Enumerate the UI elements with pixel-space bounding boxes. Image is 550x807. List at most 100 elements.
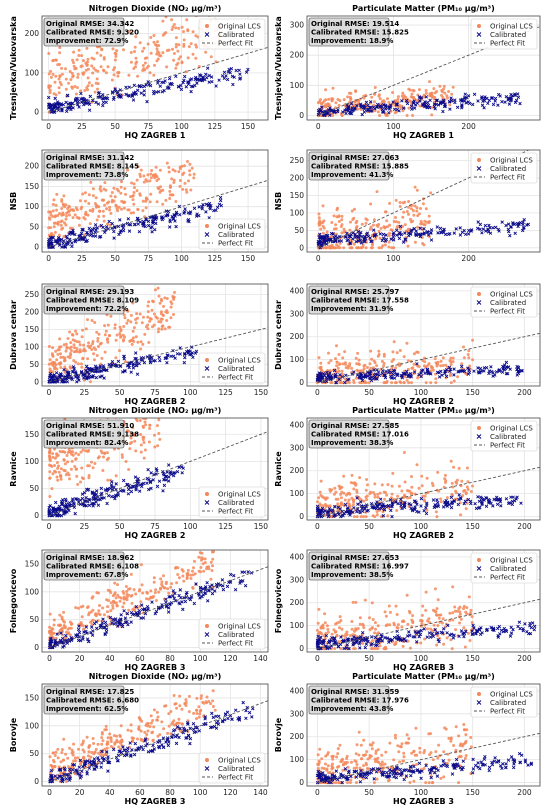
original-point — [119, 328, 123, 332]
original-point — [159, 54, 163, 58]
original-point — [101, 209, 105, 213]
original-point — [73, 85, 77, 88]
calibrated-point — [350, 109, 355, 113]
original-point — [132, 191, 136, 194]
original-point — [149, 317, 153, 321]
original-point — [352, 378, 356, 382]
calibrated-point — [125, 611, 130, 616]
calibrated-point — [59, 631, 63, 635]
original-point — [152, 580, 156, 584]
calibrated-point — [103, 620, 108, 625]
legend-box — [198, 18, 266, 50]
y-axis-label: NSB — [9, 192, 18, 211]
original-point — [470, 615, 474, 619]
legend-box — [198, 618, 266, 650]
original-point — [97, 215, 101, 218]
calibrated-point — [434, 504, 438, 509]
original-point — [47, 52, 51, 55]
original-point — [407, 212, 410, 216]
original-point — [129, 436, 133, 440]
legend-label: Original LCS — [490, 23, 533, 31]
calibrated-point — [148, 480, 153, 485]
original-point — [156, 444, 160, 448]
original-point — [340, 214, 344, 218]
calibrated-point — [328, 106, 332, 110]
calibrated-point — [152, 91, 156, 96]
calibrated-point — [436, 103, 441, 107]
original-point — [432, 623, 436, 627]
original-point — [466, 480, 470, 484]
calibrated-point — [484, 504, 489, 509]
original-point — [342, 246, 346, 250]
calibrated-point — [47, 505, 51, 510]
original-point — [360, 222, 364, 226]
calibrated-point — [178, 602, 182, 606]
calibrated-point — [116, 490, 120, 495]
original-point — [329, 359, 333, 363]
calibrated-point — [72, 367, 77, 371]
calibrated-point — [360, 234, 364, 239]
original-point — [336, 206, 339, 210]
y-tick-label: 100 — [25, 457, 40, 466]
x-tick-label: 100 — [174, 254, 189, 263]
calibrated-point — [496, 103, 500, 107]
original-point — [131, 426, 135, 430]
calibrated-point — [224, 74, 228, 78]
original-point — [152, 323, 156, 327]
original-point — [465, 612, 469, 616]
calibrated-point — [164, 605, 169, 609]
original-point — [462, 604, 466, 608]
original-point — [106, 340, 110, 344]
original-point — [71, 333, 75, 337]
original-point — [464, 492, 468, 496]
original-point — [377, 229, 381, 233]
original-point — [399, 381, 403, 385]
original-point — [49, 84, 53, 88]
calibrated-point — [153, 611, 158, 616]
calibrated-point — [139, 484, 144, 489]
original-point — [114, 338, 118, 342]
original-point — [345, 630, 349, 634]
original-point — [65, 454, 69, 457]
calibrated-point — [134, 604, 139, 609]
calibrated-point — [395, 373, 400, 378]
calibrated-point — [516, 224, 520, 229]
calibrated-point — [171, 594, 175, 598]
calibrated-point — [162, 483, 167, 488]
original-point — [159, 310, 163, 314]
original-point — [77, 350, 81, 354]
calibrated-point — [449, 495, 454, 500]
calibrated-point — [246, 570, 250, 574]
original-point — [430, 113, 434, 117]
original-point — [49, 464, 53, 468]
calibrated-point — [332, 237, 337, 241]
calibrated-point — [116, 359, 121, 364]
original-point — [364, 246, 368, 250]
original-point — [420, 236, 424, 239]
calibrated-point — [494, 495, 499, 500]
original-point — [156, 40, 159, 44]
original-point — [211, 564, 214, 568]
original-point — [415, 463, 419, 467]
calibrated-point — [348, 241, 353, 245]
calibrated-point — [415, 101, 420, 105]
calibrated-point — [334, 380, 339, 385]
calibrated-point — [449, 96, 453, 100]
original-point — [142, 441, 146, 444]
plot-frame — [306, 283, 541, 387]
original-point — [375, 223, 379, 227]
calibrated-point — [137, 361, 141, 366]
original-point — [55, 461, 59, 465]
x-tick-label: 75 — [144, 122, 154, 131]
calibrated-point — [515, 92, 520, 96]
original-point — [67, 204, 71, 208]
original-point — [115, 49, 119, 53]
stats-line: Original RMSE: 18.962 — [46, 554, 134, 562]
original-point — [158, 301, 162, 305]
original-point — [182, 42, 186, 46]
calibrated-point — [522, 225, 526, 230]
plot-frame — [306, 149, 541, 253]
original-point — [154, 165, 158, 169]
calibrated-point — [482, 106, 486, 110]
legend-original-marker — [477, 24, 481, 28]
